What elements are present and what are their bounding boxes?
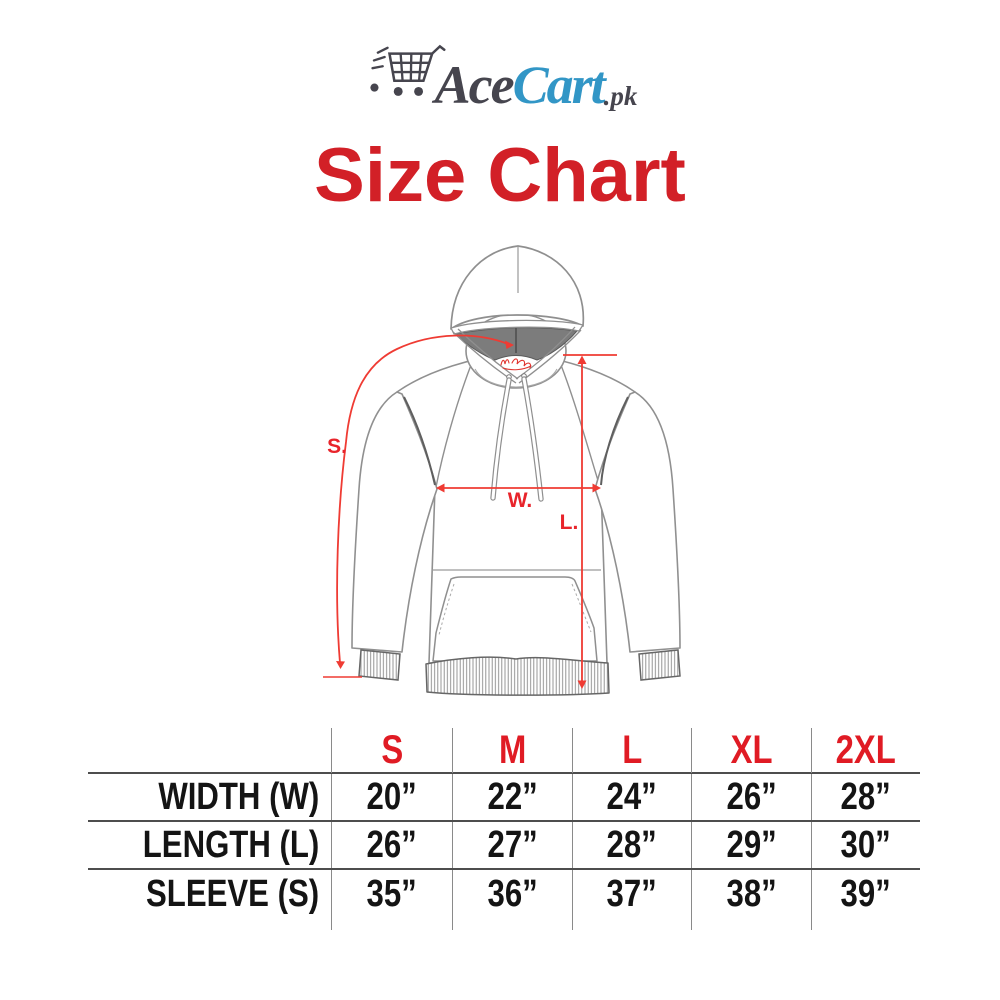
length-value-xl: 29” bbox=[691, 822, 811, 868]
hem-ribbing bbox=[425, 656, 610, 696]
width-value-m: 22” bbox=[452, 774, 572, 820]
sleeve-measure-line bbox=[336, 334, 509, 664]
sleeve-value-m: 36” bbox=[452, 870, 572, 930]
length-value-s: 26” bbox=[331, 822, 452, 868]
table-header-row: S M L XL 2XL bbox=[88, 728, 920, 773]
row-label-length: LENGTH (L) bbox=[142, 823, 319, 866]
table-row-length: LENGTH (L) 26” 27” 28” 29” 30” bbox=[88, 820, 920, 868]
sleeve-value-l: 37” bbox=[572, 870, 691, 930]
measurement-lines bbox=[323, 334, 617, 684]
brand-wordmark: Ace Cart .pk bbox=[435, 58, 638, 112]
hoodie-diagram: S. W. L. bbox=[305, 237, 710, 715]
length-value-2xl: 30” bbox=[811, 822, 920, 868]
column-header-l: L bbox=[572, 728, 691, 773]
brand-tld: .pk bbox=[603, 81, 638, 111]
brand-part-cart: Cart bbox=[512, 55, 606, 115]
brand-logo: Ace Cart .pk bbox=[0, 42, 1000, 112]
width-measure-label: W. bbox=[508, 489, 533, 512]
kangaroo-pocket bbox=[432, 576, 598, 662]
sleeve-value-s: 35” bbox=[331, 870, 452, 930]
measurement-arrowheads bbox=[336, 340, 601, 689]
length-value-l: 28” bbox=[572, 822, 691, 868]
hood bbox=[450, 245, 585, 330]
column-header-xl: XL bbox=[691, 728, 811, 773]
table-row-width: WIDTH (W) 20” 22” 24” 26” 28” bbox=[88, 772, 920, 820]
sleeve-value-2xl: 39” bbox=[811, 870, 920, 930]
column-header-s: S bbox=[331, 728, 452, 773]
width-value-s: 20” bbox=[331, 774, 452, 820]
right-cuff bbox=[638, 649, 681, 681]
width-value-xl: 26” bbox=[691, 774, 811, 820]
drawstrings bbox=[490, 376, 544, 502]
brand-part-ace: Ace bbox=[434, 55, 515, 115]
header-empty-cell bbox=[88, 728, 331, 773]
column-header-2xl: 2XL bbox=[811, 728, 920, 773]
width-value-2xl: 28” bbox=[811, 774, 920, 820]
table-row-sleeve: SLEEVE (S) 35” 36” 37” 38” 39” bbox=[88, 868, 920, 930]
column-header-m: M bbox=[452, 728, 572, 773]
sleeve-value-xl: 38” bbox=[691, 870, 811, 930]
chest-brand-script-icon bbox=[500, 358, 532, 371]
page-title: Size Chart bbox=[314, 133, 686, 218]
row-label-sleeve: SLEEVE (S) bbox=[145, 873, 319, 915]
sleeve-measure-label: S. bbox=[327, 435, 347, 458]
shopping-cart-icon bbox=[370, 44, 446, 96]
length-value-m: 27” bbox=[452, 822, 572, 868]
left-cuff bbox=[358, 649, 401, 681]
hood-brim bbox=[450, 319, 584, 335]
size-table: S M L XL 2XL WIDTH (W) 20” 22” 24” 26” 2… bbox=[88, 728, 920, 930]
length-measure-label: L. bbox=[560, 511, 579, 534]
row-label-width: WIDTH (W) bbox=[158, 775, 319, 818]
hoodie-illustration: S. W. L. bbox=[323, 245, 681, 696]
width-value-l: 24” bbox=[572, 774, 691, 820]
